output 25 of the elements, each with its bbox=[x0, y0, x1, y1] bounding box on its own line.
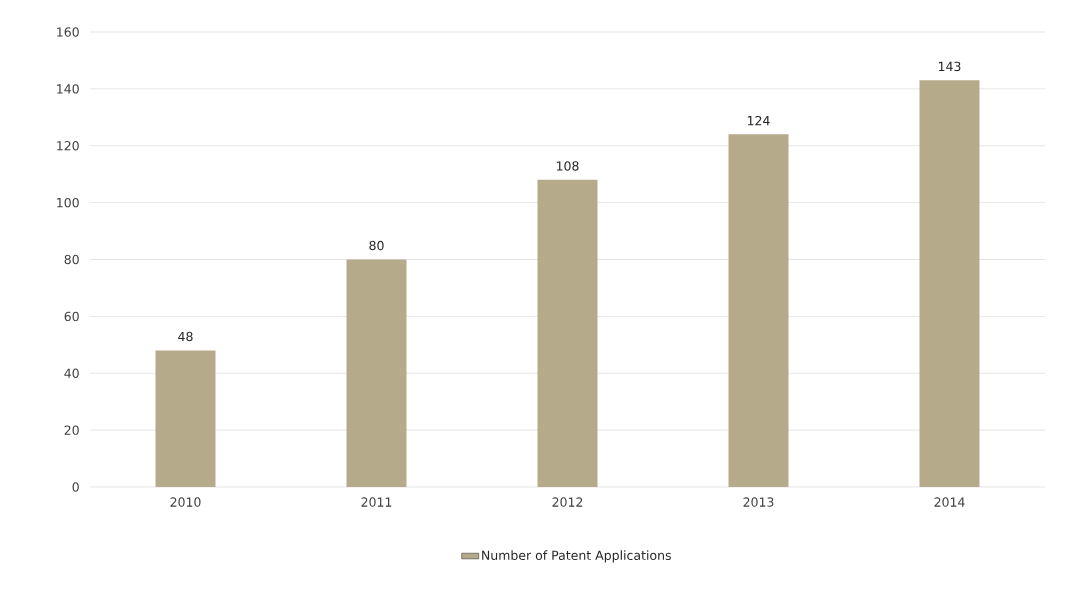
y-tick-label: 60 bbox=[64, 311, 79, 322]
y-tick-label: 120 bbox=[57, 141, 79, 151]
y-tick-label: 20 bbox=[64, 425, 79, 435]
bar bbox=[728, 134, 789, 487]
x-tick-label: 2013 bbox=[743, 497, 774, 507]
data-label: 48 bbox=[178, 331, 193, 342]
y-tick-label: 40 bbox=[64, 368, 79, 378]
y-tick-label: 0 bbox=[72, 482, 79, 492]
data-label: 124 bbox=[747, 115, 770, 126]
y-tick-label: 100 bbox=[57, 197, 79, 208]
x-tick-label: 2012 bbox=[552, 497, 583, 507]
data-label: 108 bbox=[556, 161, 579, 171]
bar bbox=[919, 80, 980, 487]
data-label: 143 bbox=[938, 61, 961, 72]
legend-label: Number of Patent Applications bbox=[482, 550, 671, 563]
x-tick-label: 2011 bbox=[361, 497, 392, 507]
x-tick-label: 2010 bbox=[170, 497, 201, 507]
bar bbox=[537, 179, 598, 487]
y-tick-label: 160 bbox=[57, 27, 79, 37]
y-tick-label: 140 bbox=[57, 84, 79, 94]
y-tick-label: 80 bbox=[64, 254, 79, 265]
data-label: 80 bbox=[369, 240, 384, 251]
x-tick-label: 2014 bbox=[934, 497, 965, 507]
bar bbox=[346, 259, 407, 487]
bar bbox=[155, 350, 216, 487]
